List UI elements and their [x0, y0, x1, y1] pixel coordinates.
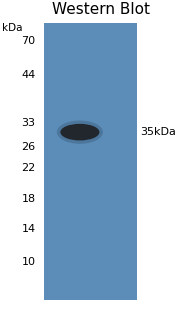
Text: kDa: kDa: [2, 23, 22, 33]
Text: 33: 33: [21, 118, 36, 128]
Text: 22: 22: [21, 163, 36, 173]
Text: 14: 14: [21, 224, 36, 234]
Text: Western Blot: Western Blot: [52, 2, 150, 17]
Ellipse shape: [57, 121, 103, 144]
Text: 44: 44: [21, 70, 36, 80]
Ellipse shape: [60, 124, 99, 141]
Text: 10: 10: [21, 257, 36, 267]
Text: 18: 18: [21, 194, 36, 204]
Text: 70: 70: [21, 36, 36, 46]
Text: 26: 26: [21, 142, 36, 152]
Bar: [44, 23, 137, 300]
Text: 35kDa: 35kDa: [140, 127, 176, 137]
